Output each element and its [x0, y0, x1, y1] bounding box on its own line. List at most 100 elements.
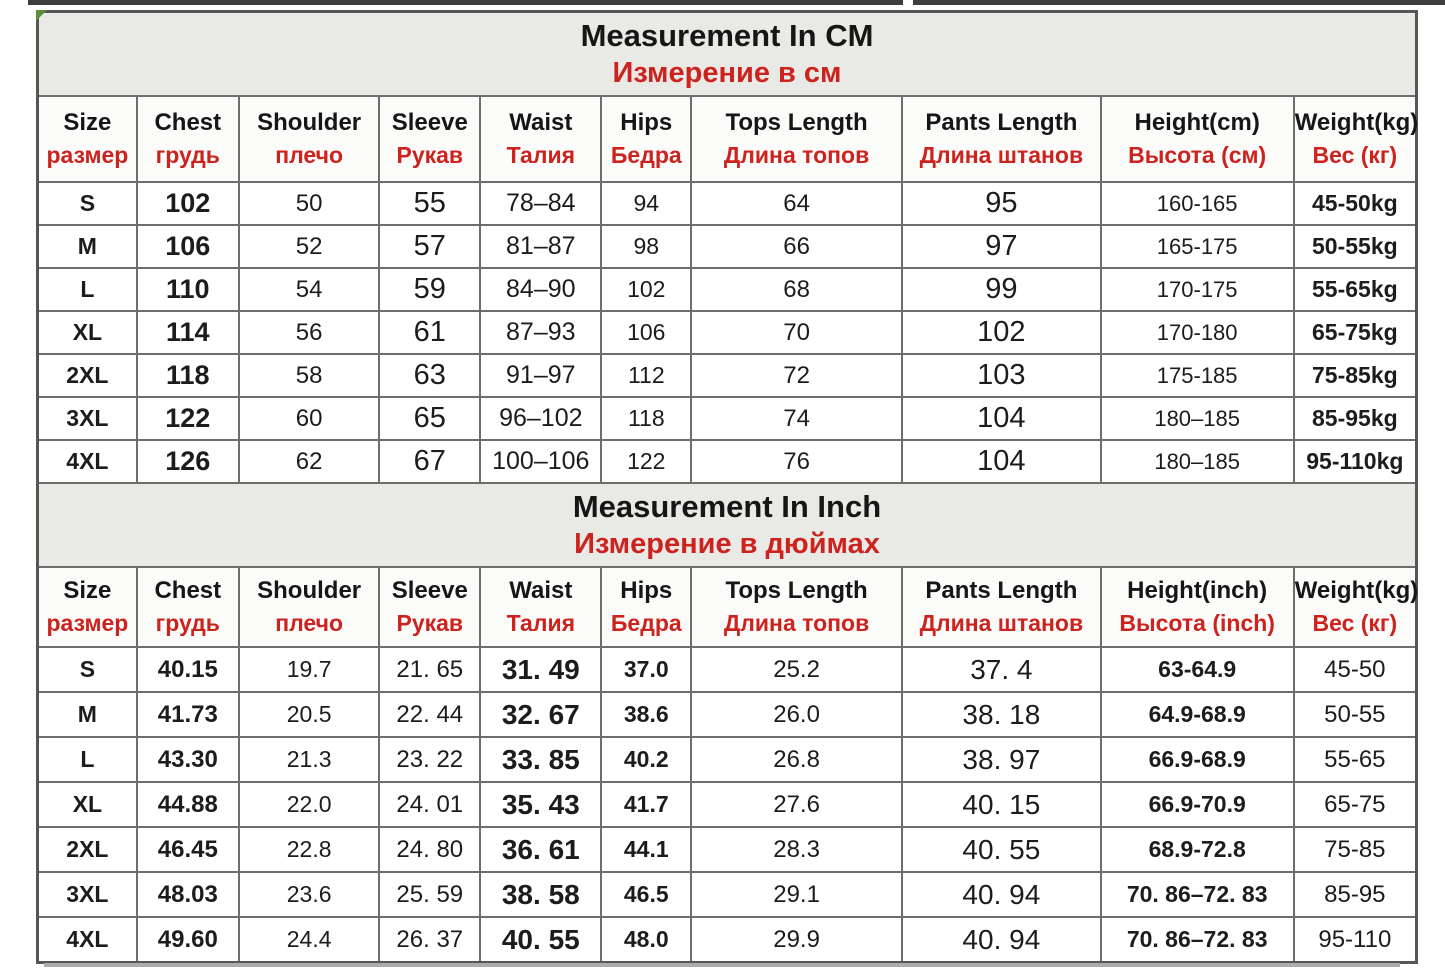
- table-title-en: Measurement In Inch: [572, 488, 882, 524]
- table-cell: 29.1: [690, 871, 904, 918]
- table-title: Measurement In CM Измерение в см: [36, 10, 1418, 97]
- column-header-size: Size размер: [36, 95, 138, 183]
- column-header-en: Shoulder: [257, 109, 362, 137]
- table-cell: L: [36, 267, 138, 312]
- table-cell: 65-75: [1292, 781, 1418, 828]
- column-header-ru: размер: [46, 141, 129, 168]
- column-header-ru: Рукав: [396, 141, 464, 168]
- table-cell: 28.3: [690, 826, 904, 873]
- table-cell: 40.2: [600, 736, 693, 783]
- table-row-3xl: 3XL 122 60 65 96–102 118 74 104 180–185 85-95kg: [36, 396, 1418, 441]
- table-row-l: L 43.30 21.3 23. 22 33. 85 40.2 26.8 38. 97 66.9…: [36, 736, 1418, 783]
- table-cell: 21.3: [237, 736, 381, 783]
- table-cell: L: [36, 736, 138, 783]
- bottom-divider: [44, 963, 1400, 967]
- table-cell: 54: [237, 267, 381, 312]
- column-header-ru: грудь: [155, 609, 220, 636]
- column-header-ru: Талия: [506, 609, 576, 636]
- table-cell: 118: [135, 353, 240, 398]
- section-title-row: Measurement In CM Измерение в см: [36, 10, 1418, 97]
- table-cell: 50-55kg: [1292, 224, 1418, 269]
- table-cell: 19.7: [237, 646, 381, 693]
- table-cell: 81–87: [479, 224, 603, 269]
- table-cell: 3XL: [36, 396, 138, 441]
- column-header-ru: Бедра: [610, 141, 682, 168]
- table-cell: 37.0: [600, 646, 693, 693]
- table-cell: 36. 61: [479, 826, 603, 873]
- column-header-waist: Waist Талия: [479, 566, 603, 648]
- column-header-hips: Hips Бедра: [600, 95, 693, 183]
- table-cell: 63-64.9: [1099, 646, 1295, 693]
- column-header-ru: Рукав: [396, 609, 464, 636]
- column-header-en: Tops Length: [725, 577, 868, 605]
- table-cell: 40.15: [135, 646, 240, 693]
- table-row-m: M 106 52 57 81–87 98 66 97 165-175 50-55kg: [36, 224, 1418, 269]
- table-cell: 62: [237, 439, 381, 484]
- table-cell: 26.8: [690, 736, 904, 783]
- table-row-2xl: 2XL 46.45 22.8 24. 80 36. 61 44.1 28.3 40. 55 68…: [36, 826, 1418, 873]
- table-cell: 24.4: [237, 916, 381, 964]
- table-cell: 85-95kg: [1292, 396, 1418, 441]
- top-divider-left: [28, 0, 903, 5]
- table-cell: 38.6: [600, 691, 693, 738]
- table-cell: 23.6: [237, 871, 381, 918]
- table-cell: 170-180: [1099, 310, 1295, 355]
- table-cell: 43.30: [135, 736, 240, 783]
- table-cell: 24. 01: [378, 781, 482, 828]
- table-cell: 40. 94: [901, 916, 1102, 964]
- table-cell: 25. 59: [378, 871, 482, 918]
- table-cell: 63: [378, 353, 482, 398]
- column-header-shoulder: Shoulder плечо: [237, 566, 381, 648]
- table-cell: 104: [901, 396, 1102, 441]
- column-header-tops-length: Tops Length Длина топов: [690, 566, 904, 648]
- column-header-height-cm-: Height(cm) Высота (см): [1099, 95, 1295, 183]
- table-cell: 56: [237, 310, 381, 355]
- table-cell: 180–185: [1099, 439, 1295, 484]
- table-cell: 100–106: [479, 439, 603, 484]
- table-cell: M: [36, 691, 138, 738]
- table-cell: 70. 86–72. 83: [1099, 871, 1295, 918]
- table-cell: 60: [237, 396, 381, 441]
- column-header-en: Size: [63, 577, 112, 605]
- table-cell: 65: [378, 396, 482, 441]
- column-header-ru: размер: [46, 609, 129, 636]
- column-header-en: Waist: [509, 109, 573, 137]
- table-cell: 102: [600, 267, 693, 312]
- column-header-ru: Длина штанов: [919, 609, 1084, 636]
- table-cell: 38. 58: [479, 871, 603, 918]
- column-header-weight-kg-: Weight(kg) Вес (кг): [1292, 566, 1418, 648]
- column-header-en: Waist: [509, 577, 573, 605]
- table-cell: 75-85kg: [1292, 353, 1418, 398]
- table-cell: 2XL: [36, 826, 138, 873]
- column-header-ru: Талия: [506, 141, 576, 168]
- top-divider-right: [913, 0, 1445, 5]
- table-cell: 72: [690, 353, 904, 398]
- table-cell: 44.1: [600, 826, 693, 873]
- column-header-ru: Высота (см): [1128, 141, 1267, 168]
- column-header-en: Shoulder: [257, 577, 362, 605]
- table-row-4xl: 4XL 126 62 67 100–106 122 76 104 180–185 95-110kg: [36, 439, 1418, 484]
- column-header-chest: Chest грудь: [135, 95, 240, 183]
- table-cell: 52: [237, 224, 381, 269]
- table-row-l: L 110 54 59 84–90 102 68 99 170-175 55-65kg: [36, 267, 1418, 312]
- table-cell: 64.9-68.9: [1099, 691, 1295, 738]
- table-cell: 70: [690, 310, 904, 355]
- column-header-pants-length: Pants Length Длина штанов: [901, 566, 1102, 648]
- table-cell: 49.60: [135, 916, 240, 964]
- inch-measurements-section: Measurement In Inch Измерение в дюймах Siz…: [36, 482, 1418, 964]
- table-cell: 175-185: [1099, 353, 1295, 398]
- table-cell: 76: [690, 439, 904, 484]
- column-header-ru: Бедра: [610, 609, 682, 636]
- column-header-en: Chest: [154, 109, 222, 137]
- size-chart-table: Measurement In CM Измерение в см Size разме…: [36, 10, 1418, 964]
- table-row-s: S 40.15 19.7 21. 65 31. 49 37.0 25.2 37. 4 63-64…: [36, 646, 1418, 693]
- table-cell: 95: [901, 181, 1102, 226]
- table-cell: 66.9-70.9: [1099, 781, 1295, 828]
- table-cell: 57: [378, 224, 482, 269]
- table-cell: 38. 97: [901, 736, 1102, 783]
- column-header-en: Sleeve: [391, 109, 468, 137]
- table-cell: 40. 55: [479, 916, 603, 964]
- table-cell: 61: [378, 310, 482, 355]
- table-cell: 33. 85: [479, 736, 603, 783]
